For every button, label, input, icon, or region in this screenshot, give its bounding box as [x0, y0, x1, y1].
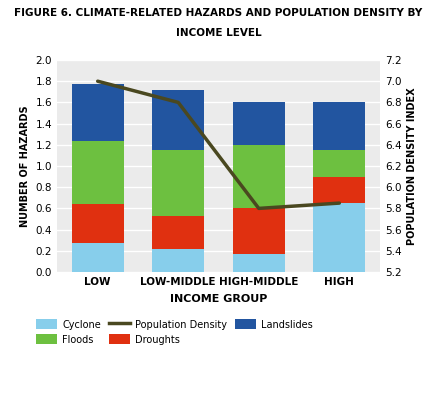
Text: FIGURE 6. CLIMATE-RELATED HAZARDS AND POPULATION DENSITY BY: FIGURE 6. CLIMATE-RELATED HAZARDS AND PO… [14, 8, 423, 18]
Bar [152, 150, 205, 216]
Text: INCOME LEVEL: INCOME LEVEL [176, 28, 261, 38]
Legend: Cyclone, Floods, Population Density, Droughts, Landslides: Cyclone, Floods, Population Density, Dro… [36, 319, 312, 345]
X-axis label: INCOME GROUP: INCOME GROUP [170, 294, 267, 304]
Bar [232, 208, 285, 254]
Bar [152, 90, 205, 150]
Bar [232, 145, 285, 208]
Y-axis label: NUMBER OF HAZARDS: NUMBER OF HAZARDS [20, 105, 30, 227]
Bar [72, 140, 124, 204]
Bar [313, 102, 365, 150]
Bar [232, 254, 285, 272]
Bar [313, 177, 365, 203]
Bar [152, 249, 205, 272]
Bar [72, 84, 124, 140]
Bar [72, 204, 124, 243]
Bar [313, 150, 365, 177]
Bar [152, 216, 205, 249]
Bar [313, 203, 365, 272]
Bar [232, 102, 285, 145]
Bar [72, 243, 124, 272]
Y-axis label: POPULATION DENSITY INDEX: POPULATION DENSITY INDEX [407, 87, 417, 245]
